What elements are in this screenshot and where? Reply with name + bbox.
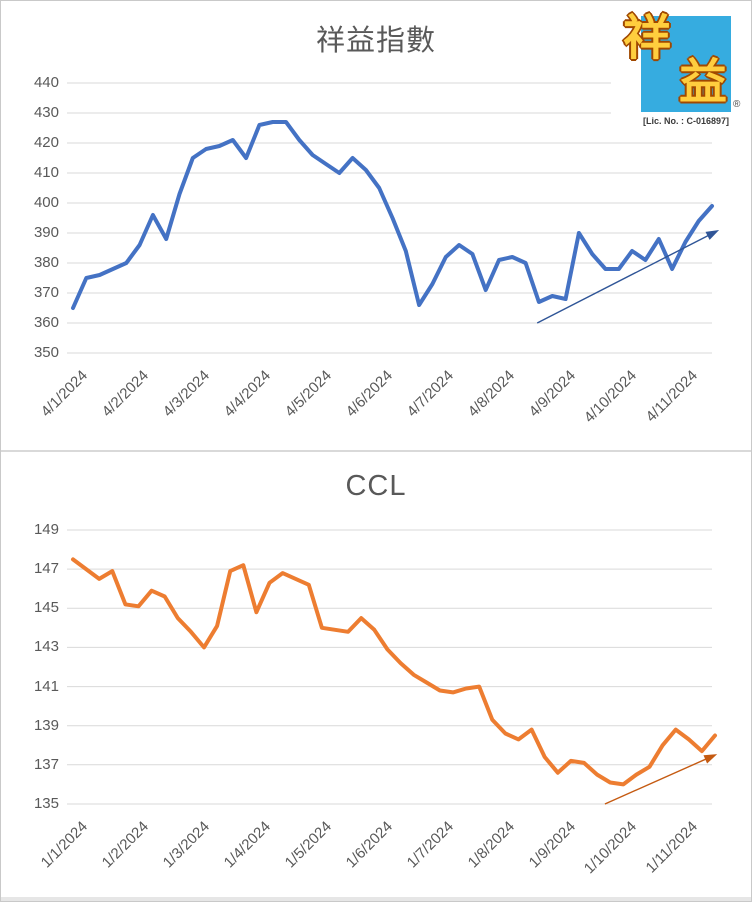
ccl-chart-plot bbox=[67, 529, 718, 805]
index-chart-plot bbox=[67, 82, 720, 354]
ccl-trend-arrow-shaft bbox=[604, 756, 711, 805]
company-logo: 祥 益 ® [Lic. No. : C-016897] bbox=[611, 3, 751, 133]
y-axis-tick-label: 147 bbox=[33, 560, 59, 577]
y-axis-tick-label: 143 bbox=[33, 638, 59, 655]
y-axis-tick-label: 400 bbox=[33, 194, 59, 211]
index-trend-arrow-shaft bbox=[536, 232, 713, 324]
index-chart-title: 祥益指數 bbox=[315, 25, 436, 57]
y-axis-tick-label: 420 bbox=[33, 134, 59, 151]
y-axis-tick-label: 350 bbox=[33, 344, 59, 361]
y-axis-tick-label: 135 bbox=[33, 795, 59, 812]
y-axis-tick-label: 139 bbox=[33, 717, 59, 734]
y-axis-tick-label: 149 bbox=[33, 521, 59, 538]
ccl-chart-panel: CCL 149 147 145 143 141 139 137 135 1/1/2024 1/2/… bbox=[1, 452, 751, 898]
bottom-edge-strip bbox=[1, 897, 751, 901]
y-axis-tick-label: 360 bbox=[33, 314, 59, 331]
logo-license-number: [Lic. No. : C-016897] bbox=[642, 116, 730, 126]
y-axis-tick-label: 141 bbox=[33, 678, 59, 695]
panel-divider bbox=[1, 450, 751, 452]
y-axis-tick-label: 440 bbox=[33, 74, 59, 91]
ccl-series-line bbox=[71, 557, 717, 787]
logo-character-bottom: 益 bbox=[679, 56, 728, 109]
y-axis-tick-label: 380 bbox=[33, 254, 59, 271]
y-axis-tick-label: 370 bbox=[33, 284, 59, 301]
index-series-line bbox=[71, 120, 714, 310]
index-trend-arrow-head-icon bbox=[705, 230, 720, 240]
y-axis-tick-label: 390 bbox=[33, 224, 59, 241]
registered-trademark-icon: ® bbox=[733, 99, 741, 110]
y-axis-tick-label: 137 bbox=[33, 756, 59, 773]
ccl-trend-arrow-head-icon bbox=[703, 754, 718, 764]
y-axis-tick-label: 145 bbox=[33, 599, 59, 616]
logo-character-top: 祥 bbox=[623, 12, 672, 65]
y-axis-tick-label: 410 bbox=[33, 164, 59, 181]
y-axis-tick-label: 430 bbox=[33, 104, 59, 121]
logo-square bbox=[641, 16, 731, 112]
ccl-chart-title: CCL bbox=[345, 470, 407, 502]
